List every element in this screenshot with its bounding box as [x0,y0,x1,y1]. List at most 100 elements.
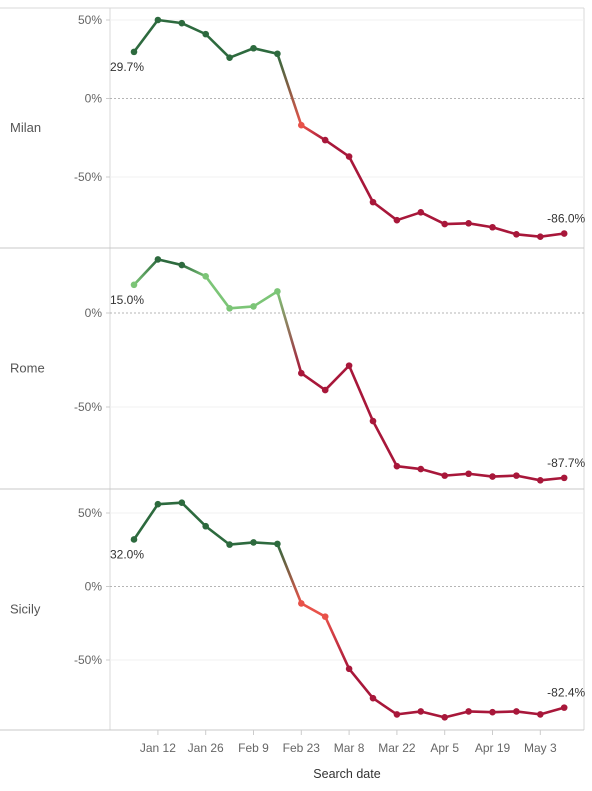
data-point-milan [154,16,162,24]
x-tick-label: Mar 22 [378,741,416,755]
start-value-label: 15.0% [110,293,144,307]
series-line-milan [491,225,518,236]
x-tick-label: Apr 19 [475,741,511,755]
data-point-milan [560,230,568,237]
data-point-sicily [226,541,233,548]
x-tick-label: Jan 26 [188,741,224,755]
data-point-sicily [417,708,425,715]
series-line-milan [323,138,351,158]
data-point-milan [441,220,449,228]
series-line-sicily [491,710,518,714]
data-point-milan [369,198,377,206]
y-tick-label: -50% [74,653,102,667]
start-value-label: 32.0% [110,547,144,561]
series-line-milan [276,52,303,127]
data-point-sicily [441,714,449,721]
series-line-rome [252,290,279,308]
data-point-sicily [489,708,496,716]
data-point-milan [226,54,233,61]
data-point-milan [513,231,520,238]
data-point-sicily [130,536,138,543]
data-point-milan [202,30,209,38]
series-line-rome [491,474,518,478]
data-point-milan [489,223,496,231]
series-line-rome [323,364,351,392]
series-line-sicily [347,667,375,700]
data-point-rome [345,362,353,369]
data-point-milan [465,220,472,227]
x-tick-label: Feb 23 [283,741,321,755]
y-tick-label: 50% [78,506,102,520]
series-line-rome [132,258,160,287]
series-line-sicily [419,710,447,719]
series-line-rome [443,472,470,477]
y-tick-label: 0% [85,306,103,320]
data-point-sicily [274,540,281,548]
data-point-rome [537,477,544,484]
x-axis-title: Search date [313,767,380,781]
series-line-milan [252,46,279,56]
data-point-rome [393,462,401,470]
series-line-rome [395,464,423,471]
y-tick-label: 0% [85,580,103,594]
series-line-sicily [395,710,423,716]
data-point-sicily [154,500,162,508]
end-value-label: -82.4% [547,686,585,700]
series-line-rome [467,472,494,478]
series-line-sicily [132,502,160,541]
x-tick-label: Apr 5 [430,741,459,755]
series-line-milan [299,123,327,142]
series-line-rome [204,275,231,310]
data-point-milan [250,44,257,52]
data-point-sicily [537,711,544,718]
data-point-rome [417,465,425,473]
series-line-rome [156,258,184,267]
data-point-sicily [369,694,377,702]
series-line-sicily [515,710,542,716]
series-line-rome [180,263,207,278]
data-point-rome [560,474,568,482]
series-line-rome [228,305,255,310]
data-point-rome [130,281,138,289]
data-point-rome [202,273,209,280]
row-label-sicily: Sicily [10,602,41,617]
series-line-sicily [371,696,399,716]
series-line-milan [180,21,207,36]
data-point-rome [250,303,257,310]
data-point-sicily [321,613,329,620]
series-line-milan [204,32,231,59]
data-point-milan [130,48,138,56]
data-point-sicily [345,665,353,673]
data-point-sicily [250,539,257,546]
series-line-milan [371,200,399,222]
series-line-milan [132,18,160,54]
series-line-sicily [156,501,184,506]
x-tick-label: May 3 [524,741,557,755]
x-tick-label: Feb 9 [238,741,269,755]
series-line-rome [538,476,566,482]
series-line-rome [347,364,375,423]
series-line-rome [419,467,447,477]
series-line-milan [443,222,470,226]
series-line-sicily [323,615,351,671]
end-value-label: -86.0% [547,212,585,226]
data-point-milan [417,209,425,216]
series-line-rome [515,474,542,482]
end-value-label: -87.7% [547,456,585,470]
data-point-rome [489,473,496,480]
data-point-rome [226,305,233,312]
series-line-sicily [538,706,566,716]
series-line-milan [156,18,184,25]
series-line-sicily [252,541,279,546]
y-tick-label: 50% [78,13,102,27]
data-point-rome [298,369,305,377]
row-label-rome: Rome [10,361,45,376]
row-label-milan: Milan [10,120,41,135]
data-point-sicily [465,708,472,715]
series-line-milan [467,222,494,229]
series-line-rome [371,419,399,468]
data-point-rome [465,470,472,478]
series-line-milan [538,232,566,238]
data-point-rome [513,472,520,479]
data-point-rome [441,472,449,479]
